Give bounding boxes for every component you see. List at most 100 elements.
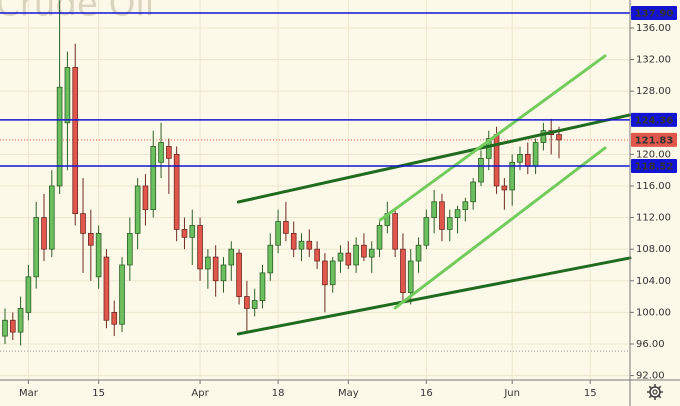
- candle-body: [298, 240, 305, 250]
- x-tick-label: 18: [272, 388, 285, 399]
- y-tick-label: 112.00: [636, 213, 671, 224]
- y-tick-label: 116.00: [636, 181, 671, 192]
- candle-body: [9, 319, 16, 333]
- candle-body: [41, 217, 47, 250]
- candle-body: [400, 248, 406, 294]
- candle-body: [251, 300, 258, 309]
- candle-body: [236, 252, 242, 297]
- trend-line: [236, 113, 632, 204]
- candle-body: [517, 153, 523, 163]
- candle-body: [431, 201, 437, 218]
- x-tick-label: Apr: [191, 388, 209, 399]
- candle-body: [127, 232, 133, 266]
- candle-body: [259, 272, 266, 301]
- candle-body: [173, 153, 180, 230]
- candle-body: [103, 256, 110, 321]
- candle-body: [361, 244, 367, 258]
- settings-icon[interactable]: [647, 384, 663, 400]
- candle-body: [509, 161, 515, 191]
- candle-body: [283, 221, 289, 234]
- candle-body: [111, 311, 118, 325]
- x-tick-label: Mar: [19, 388, 39, 399]
- candle-body: [376, 225, 383, 250]
- candle-body: [119, 264, 125, 325]
- candle-body: [415, 244, 422, 262]
- candle-body: [462, 201, 469, 211]
- candle-body: [189, 225, 196, 238]
- x-tick-label: 15: [584, 388, 597, 399]
- candle-body: [197, 225, 203, 270]
- level-label-box: [631, 5, 677, 20]
- x-tick-label: 15: [92, 388, 105, 399]
- trend-line: [378, 54, 607, 222]
- y-tick-label: 100.00: [636, 307, 671, 318]
- candle-body: [64, 67, 71, 124]
- candle-body: [314, 248, 320, 262]
- candle-body: [220, 264, 227, 282]
- candle-body: [25, 276, 32, 313]
- candle-body: [345, 252, 352, 266]
- candle-body: [353, 244, 359, 266]
- candle-body: [134, 185, 141, 234]
- candle-body: [368, 248, 375, 258]
- candle-body: [392, 213, 398, 250]
- y-tick-label: 128.00: [636, 86, 671, 97]
- candle-body: [556, 134, 562, 141]
- y-tick-label: 132.00: [636, 55, 671, 66]
- candle-body: [524, 153, 531, 167]
- y-tick-label: 108.00: [636, 244, 671, 255]
- candle-body: [337, 252, 344, 262]
- y-tick-label: 104.00: [636, 276, 671, 287]
- candle-body: [80, 213, 86, 234]
- candle-body: [228, 248, 235, 266]
- candle-body: [493, 134, 500, 187]
- candle-body: [150, 146, 157, 211]
- candle-body: [48, 185, 55, 250]
- candle-body: [478, 157, 484, 183]
- y-tick-label: 92.00: [636, 371, 665, 382]
- axes: 92.00 96.00 100.00 104.00 108.00 112.00 116.00…: [19, 5, 677, 399]
- candle-body: [205, 256, 211, 270]
- candle-body: [540, 130, 547, 143]
- candle-body: [439, 201, 445, 230]
- candle-body: [17, 308, 24, 333]
- candle-body: [322, 260, 328, 286]
- level-label: 118.52: [635, 162, 674, 173]
- candle-body: [470, 181, 476, 203]
- candle-body: [485, 138, 492, 159]
- candle-body: [306, 240, 313, 250]
- x-tick-label: May: [338, 388, 359, 399]
- price-label: 121.83: [635, 135, 674, 146]
- candle-body: [446, 217, 453, 230]
- price-label-box: [631, 132, 677, 147]
- candle-body: [329, 260, 336, 286]
- candle-body: [423, 217, 430, 246]
- candle-body: [454, 209, 461, 218]
- candle-body: [33, 217, 40, 278]
- y-tick-label: 96.00: [636, 339, 665, 350]
- candle-body: [56, 86, 63, 187]
- candle-body: [72, 67, 79, 215]
- candle-body: [532, 142, 539, 167]
- candle-body: [290, 232, 297, 250]
- candle-body: [407, 260, 414, 294]
- candle-body: [142, 185, 149, 211]
- y-tick-label: 136.00: [636, 23, 671, 34]
- candle-body: [2, 319, 8, 337]
- candle-body: [244, 296, 250, 309]
- y-tick-label: 120.00: [636, 149, 671, 160]
- candle-body: [212, 256, 219, 282]
- candle-body: [181, 229, 188, 238]
- candle-body: [275, 221, 281, 246]
- x-tick-label: Jun: [503, 388, 520, 399]
- level-label-box: [631, 159, 677, 174]
- candle-body: [267, 244, 274, 274]
- candle-body: [88, 232, 94, 246]
- candle-body: [95, 232, 102, 278]
- candle-body: [166, 146, 172, 159]
- trend-line: [236, 256, 632, 336]
- level-label: 124.36: [635, 115, 674, 126]
- level-label: 137.90: [635, 8, 674, 19]
